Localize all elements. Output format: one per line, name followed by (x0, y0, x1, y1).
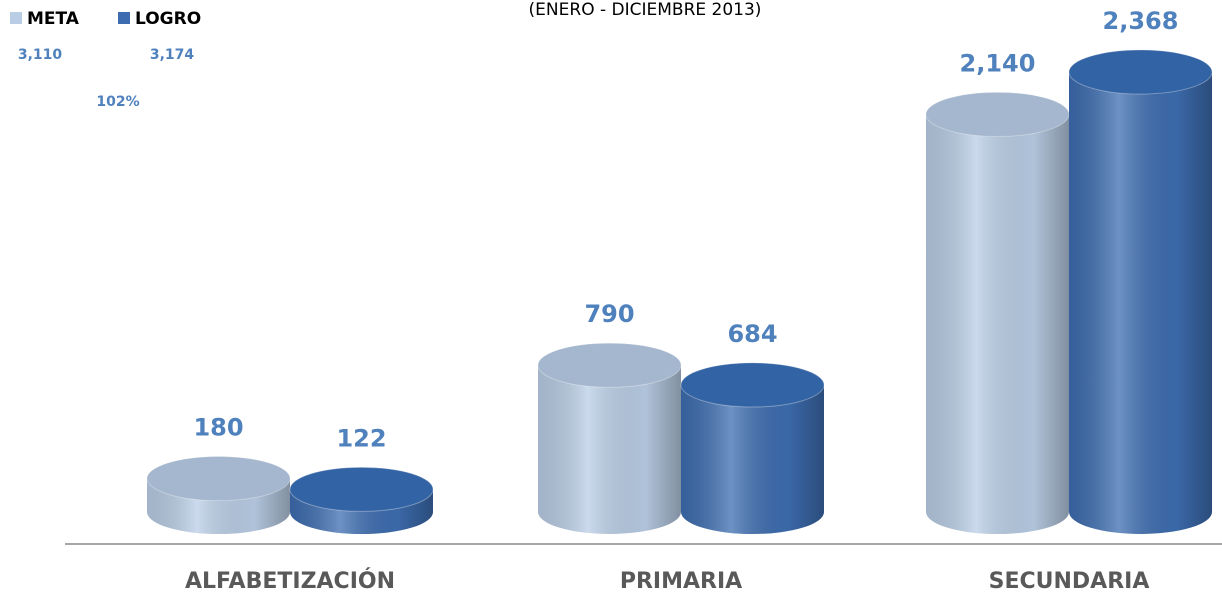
value-label: 2,140 (960, 49, 1036, 77)
cylinder-top (680, 362, 825, 408)
cylinder-top-shade (538, 343, 681, 388)
value-label: 684 (727, 320, 777, 348)
cylinder-shade (1069, 72, 1212, 534)
annotation: 3,110 (18, 47, 63, 63)
x-tick-label: PRIMARIA (620, 569, 742, 594)
value-label: 2,368 (1103, 7, 1179, 35)
cylinder-shade (926, 114, 1069, 534)
x-tick-label: SECUNDARIA (989, 569, 1150, 594)
cylinder-top (146, 456, 291, 502)
legend-swatch (10, 12, 22, 24)
value-label: 180 (193, 414, 243, 442)
value-label: 790 (584, 300, 634, 328)
cylinder-top-shade (926, 92, 1069, 137)
cylinder-top (289, 466, 434, 512)
cylinder-top-shade (290, 467, 433, 512)
cylinder-shade (681, 384, 824, 534)
legend-swatch (118, 12, 130, 24)
cylinder-top-shade (681, 362, 824, 407)
x-tick-label: ALFABETIZACIÓN (185, 568, 395, 594)
value-label: 122 (336, 424, 386, 452)
cylinder-top (1068, 49, 1213, 95)
cylinder-top (537, 342, 682, 388)
legend-label: META (27, 9, 80, 29)
cylinder-top-shade (147, 456, 290, 501)
legend-label: LOGRO (135, 9, 201, 29)
cylinder-top-shade (1069, 50, 1212, 94)
cylinder-shade (538, 365, 681, 534)
annotation: 3,174 (150, 47, 195, 63)
chart-subtitle: (ENERO - DICIEMBRE 2013) (529, 0, 762, 20)
annotation: 102% (96, 94, 139, 110)
